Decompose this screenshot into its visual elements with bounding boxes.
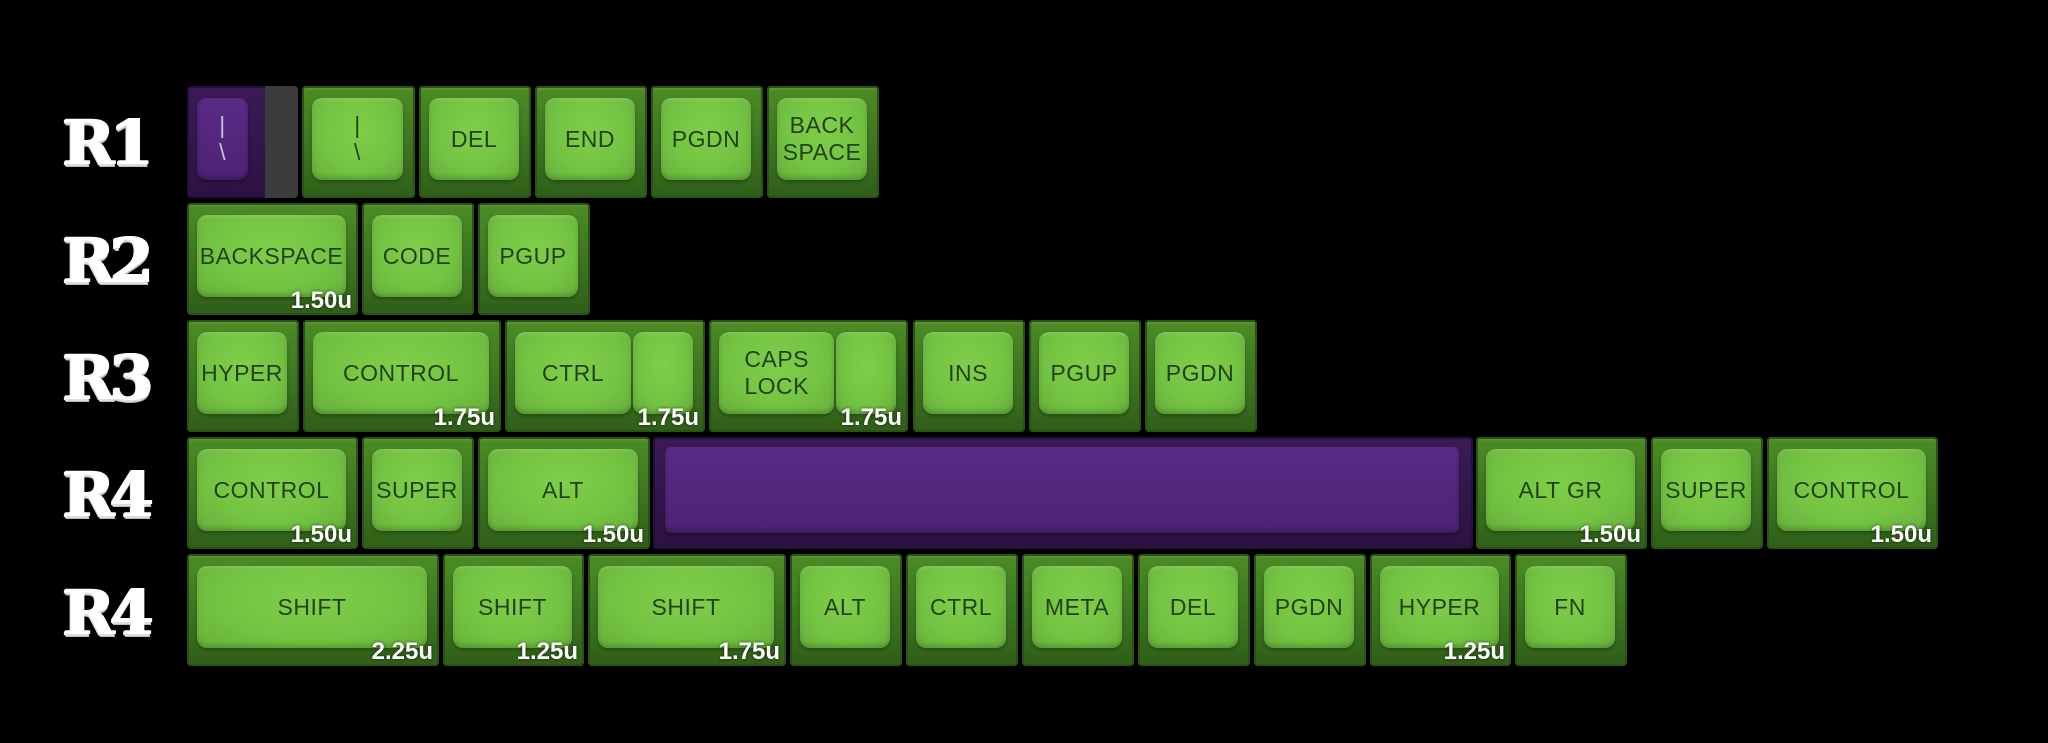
keycap-del: DEL — [1138, 554, 1250, 666]
keycap-fn: FN — [1515, 554, 1627, 666]
keycap-backslash: | \ — [302, 86, 415, 198]
keycap-code: CODE — [362, 203, 474, 315]
key-legend: ALT — [542, 476, 584, 503]
keycap-shift: SHIFT 1.75u — [588, 554, 786, 666]
key-legend: CONTROL — [213, 476, 330, 503]
key-legend: SHIFT — [277, 593, 347, 620]
keycap-pgup: PGUP — [1029, 320, 1141, 432]
keycap-alt: ALT — [790, 554, 902, 666]
key-legend: CODE — [382, 242, 452, 269]
key-legend: HYPER — [1398, 593, 1481, 620]
row-label-r4: R4 — [62, 458, 153, 531]
key-size-label: 1.25u — [1443, 638, 1505, 665]
key-legend: CTRL — [541, 359, 605, 386]
row-label-r3: R3 — [62, 341, 153, 414]
key-size-label: 1.50u — [290, 287, 352, 314]
key-legend: DEL — [450, 125, 498, 152]
keycap-spacebar — [653, 437, 1473, 549]
key-legend: HYPER — [201, 359, 283, 386]
keycap-control: CONTROL 1.50u — [187, 437, 358, 549]
key-legend: PGDN — [1274, 593, 1344, 620]
keycap-del: DEL — [419, 86, 531, 198]
key-legend: BACKSPACE — [199, 242, 344, 269]
key-legend: META — [1044, 593, 1110, 620]
key-legend: SHIFT — [478, 593, 547, 620]
keycap-super: SUPER — [362, 437, 474, 549]
key-size-label: 1.75u — [840, 404, 902, 431]
key-legend: BACK SPACE — [782, 112, 862, 165]
key-legend: PGDN — [671, 125, 741, 152]
keycap-alt-gr: ALT GR 1.50u — [1476, 437, 1647, 549]
key-legend: | \ — [219, 112, 226, 165]
key-legend: ALT — [824, 593, 866, 620]
key-legend: PGDN — [1165, 359, 1235, 386]
keycap-hyper: HYPER 1.25u — [1370, 554, 1511, 666]
keycap-ins: INS — [913, 320, 1025, 432]
row-label-r1: R1 — [62, 106, 153, 179]
key-legend: SHIFT — [651, 593, 721, 620]
keycap-control: CONTROL 1.75u — [303, 320, 501, 432]
keycap-control: CONTROL 1.50u — [1767, 437, 1938, 549]
key-size-label: 1.75u — [718, 638, 780, 665]
key-size-label: 2.25u — [371, 638, 433, 665]
key-legend: SUPER — [376, 476, 458, 503]
keycap-end: END — [535, 86, 647, 198]
key-legend: PGUP — [499, 242, 567, 269]
keycap-backspace: BACKSPACE 1.50u — [187, 203, 358, 315]
keycap-shift: SHIFT 2.25u — [187, 554, 439, 666]
key-legend: ALT GR — [1518, 476, 1603, 503]
keycap-caps-lock-stepped: CAPS LOCK 1.75u — [709, 320, 908, 432]
key-legend: CONTROL — [343, 359, 459, 386]
key-legend: CAPS LOCK — [744, 346, 810, 399]
keycap-ctrl-stepped: CTRL 1.75u — [505, 320, 705, 432]
key-legend: CONTROL — [1793, 476, 1910, 503]
key-size-label: 1.50u — [1870, 521, 1932, 548]
key-legend: CTRL — [929, 593, 993, 620]
row-label-r2: R2 — [62, 224, 153, 297]
keycap-super: SUPER — [1651, 437, 1763, 549]
keycap-hyper: HYPER — [187, 320, 299, 432]
key-size-label: 1.75u — [637, 404, 699, 431]
keycap-shift: SHIFT 1.25u — [443, 554, 584, 666]
key-size-label: 1.50u — [582, 521, 644, 548]
key-legend: FN — [1554, 593, 1586, 620]
keycap-alt: ALT 1.50u — [478, 437, 650, 549]
keycap-ctrl: CTRL — [906, 554, 1018, 666]
row-label-r4b: R4 — [62, 576, 153, 649]
key-legend: END — [564, 125, 616, 152]
key-size-label: 1.25u — [516, 638, 578, 665]
key-legend: SUPER — [1665, 476, 1747, 503]
keycap-back-space: BACK SPACE — [767, 86, 879, 198]
keycap-pgup: PGUP — [478, 203, 590, 315]
key-size-label: 1.50u — [1579, 521, 1641, 548]
keycap-pgdn: PGDN — [651, 86, 763, 198]
key-size-label: 1.75u — [433, 404, 495, 431]
key-legend: INS — [948, 359, 988, 386]
key-size-label: 1.50u — [290, 521, 352, 548]
keycap-backslash-purple: | \ — [187, 86, 298, 198]
keycap-pgdn: PGDN — [1254, 554, 1366, 666]
keycap-pgdn: PGDN — [1145, 320, 1257, 432]
keycap-meta: META — [1022, 554, 1134, 666]
key-legend: PGUP — [1050, 359, 1118, 386]
key-legend: DEL — [1169, 593, 1217, 620]
key-legend: | \ — [354, 112, 361, 165]
